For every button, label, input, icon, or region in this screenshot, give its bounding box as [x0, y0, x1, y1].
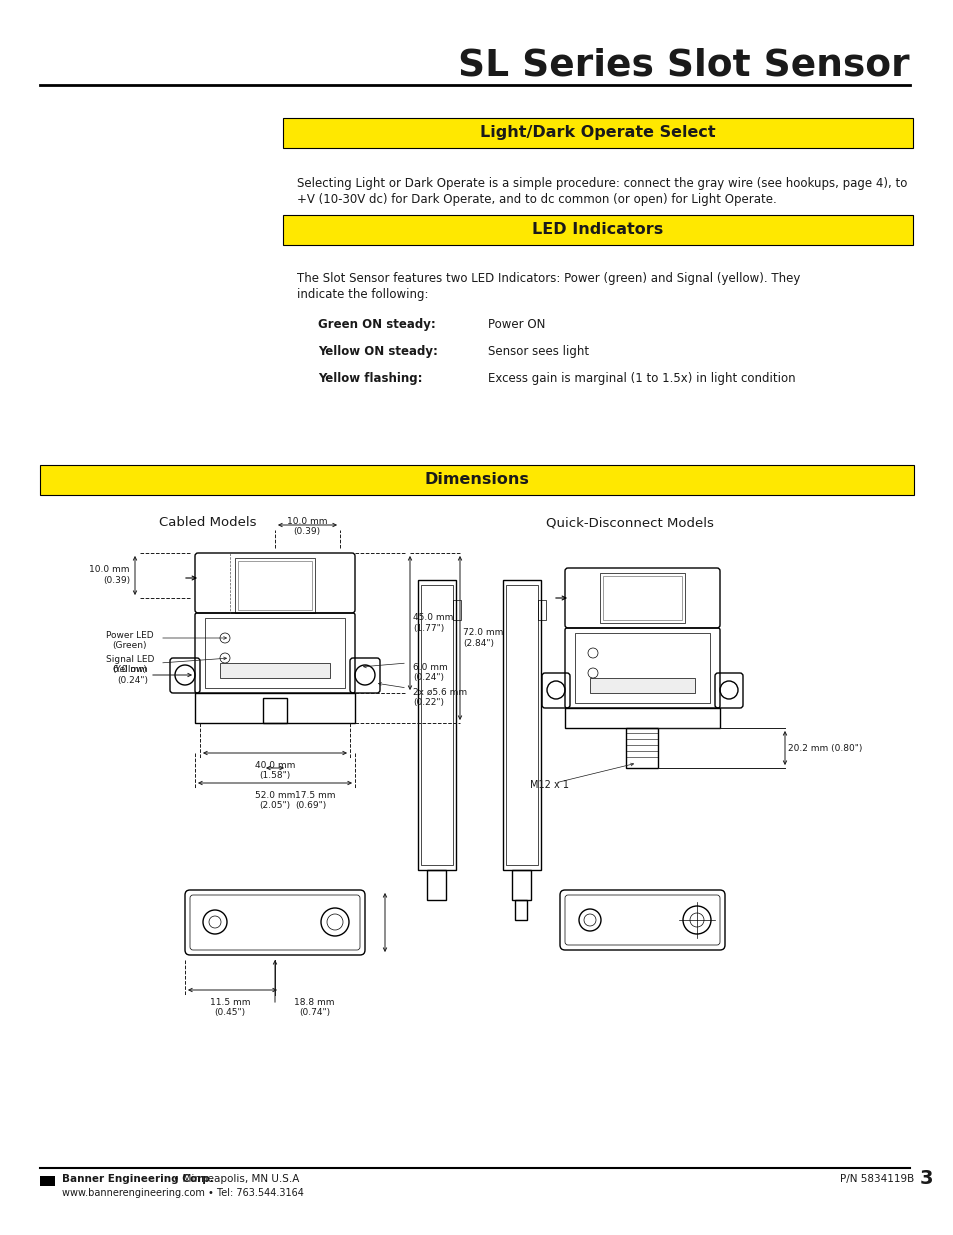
Text: Banner Engineering Corp.: Banner Engineering Corp. [62, 1174, 213, 1184]
Bar [40, 466, 913, 495]
Bar [515, 900, 526, 920]
Bar [40, 1176, 55, 1186]
Bar [220, 663, 330, 678]
Text: LED Indicators: LED Indicators [532, 222, 663, 237]
Text: +V (10-30V dc) for Dark Operate, and to dc common (or open) for Light Operate.: +V (10-30V dc) for Dark Operate, and to … [296, 193, 776, 206]
Bar [575, 634, 709, 703]
Bar [512, 869, 531, 900]
Bar [237, 561, 312, 610]
Text: Power ON: Power ON [488, 317, 545, 331]
Bar [602, 576, 681, 620]
Bar [564, 708, 720, 727]
Text: Yellow flashing:: Yellow flashing: [317, 372, 422, 385]
Text: Green ON steady:: Green ON steady: [317, 317, 436, 331]
Text: 6.0 mm
(0.24"): 6.0 mm (0.24") [413, 663, 447, 683]
Text: Quick-Disconnect Models: Quick-Disconnect Models [545, 516, 713, 529]
Text: indicate the following:: indicate the following: [296, 288, 428, 301]
Bar [505, 585, 537, 864]
Text: 11.5 mm
(0.45"): 11.5 mm (0.45") [210, 998, 250, 1018]
Text: Signal LED
(Yellow): Signal LED (Yellow) [106, 655, 154, 674]
Bar [417, 580, 456, 869]
Bar [502, 580, 540, 869]
Bar [427, 869, 446, 900]
Bar [263, 698, 287, 722]
Text: Dimensions: Dimensions [424, 473, 529, 488]
Text: Sensor sees light: Sensor sees light [488, 345, 589, 358]
Text: 10.0 mm
(0.39): 10.0 mm (0.39) [90, 566, 130, 584]
Text: 18.8 mm
(0.74"): 18.8 mm (0.74") [294, 998, 335, 1018]
Text: Selecting Light or Dark Operate is a simple procedure: connect the gray wire (se: Selecting Light or Dark Operate is a sim… [296, 177, 906, 190]
Bar [283, 119, 912, 148]
Text: 3: 3 [919, 1170, 933, 1188]
Text: P/N 5834119B: P/N 5834119B [840, 1174, 913, 1184]
Bar [234, 558, 314, 613]
Text: Yellow ON steady:: Yellow ON steady: [317, 345, 437, 358]
Bar [420, 585, 453, 864]
Text: 45.0 mm
(1.77"): 45.0 mm (1.77") [413, 614, 453, 632]
Bar [453, 600, 460, 620]
Text: Cabled Models: Cabled Models [159, 516, 256, 529]
Bar [599, 573, 684, 622]
Text: The Slot Sensor features two LED Indicators: Power (green) and Signal (yellow). : The Slot Sensor features two LED Indicat… [296, 272, 800, 285]
Text: 72.0 mm
(2.84"): 72.0 mm (2.84") [462, 629, 503, 647]
Text: Light/Dark Operate Select: Light/Dark Operate Select [479, 126, 715, 141]
Text: SL Series Slot Sensor: SL Series Slot Sensor [457, 47, 909, 83]
Text: M12 x 1: M12 x 1 [530, 781, 568, 790]
Bar [194, 693, 355, 722]
Text: 10.0 mm
(0.39): 10.0 mm (0.39) [287, 517, 327, 536]
Bar [205, 618, 345, 688]
Text: Excess gain is marginal (1 to 1.5x) in light condition: Excess gain is marginal (1 to 1.5x) in l… [488, 372, 795, 385]
Text: Power LED
(Green): Power LED (Green) [106, 631, 153, 651]
Text: 2x ø5.6 mm
(0.22"): 2x ø5.6 mm (0.22") [413, 688, 467, 708]
Text: 52.0 mm
(2.05"): 52.0 mm (2.05") [254, 790, 294, 810]
Bar [283, 215, 912, 245]
Bar [625, 727, 658, 768]
Bar [589, 678, 695, 693]
Text: 40.0 mm
(1.58"): 40.0 mm (1.58") [254, 761, 294, 781]
Text: 17.5 mm
(0.69"): 17.5 mm (0.69") [294, 790, 335, 810]
Bar [537, 600, 545, 620]
Text: 6.0 mm
(0.24"): 6.0 mm (0.24") [113, 666, 148, 684]
Text: • Minneapolis, MN U.S.A: • Minneapolis, MN U.S.A [170, 1174, 299, 1184]
Text: 20.2 mm (0.80"): 20.2 mm (0.80") [787, 743, 862, 752]
Text: www.bannerengineering.com • Tel: 763.544.3164: www.bannerengineering.com • Tel: 763.544… [62, 1188, 304, 1198]
